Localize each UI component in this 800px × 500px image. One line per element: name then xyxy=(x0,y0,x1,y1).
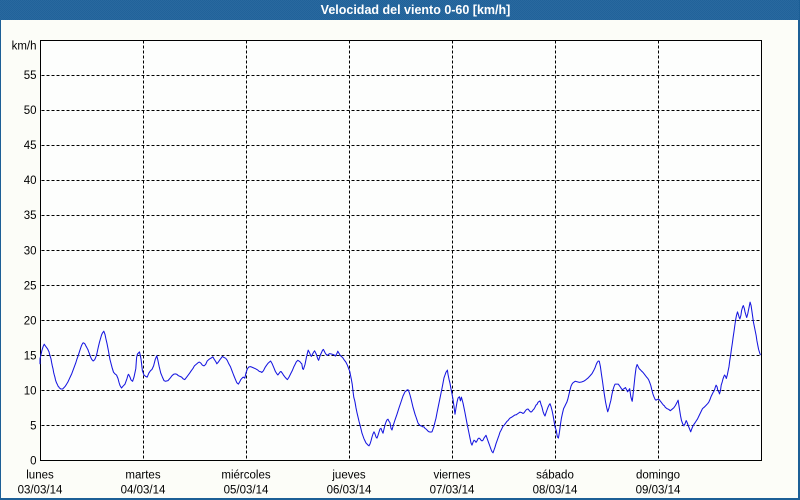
svg-text:45: 45 xyxy=(24,140,37,152)
svg-text:lunes: lunes xyxy=(26,470,54,482)
svg-text:jueves: jueves xyxy=(331,470,365,482)
svg-text:miércoles: miércoles xyxy=(221,470,270,482)
svg-text:09/03/14: 09/03/14 xyxy=(636,485,681,497)
svg-text:20: 20 xyxy=(24,315,37,327)
svg-text:15: 15 xyxy=(24,350,37,362)
svg-text:50: 50 xyxy=(24,105,37,117)
svg-text:35: 35 xyxy=(24,210,37,222)
svg-text:10: 10 xyxy=(24,385,37,397)
svg-text:03/03/14: 03/03/14 xyxy=(18,485,63,497)
svg-text:07/03/14: 07/03/14 xyxy=(430,485,475,497)
svg-text:08/03/14: 08/03/14 xyxy=(533,485,578,497)
svg-text:sábado: sábado xyxy=(536,470,574,482)
svg-text:25: 25 xyxy=(24,280,37,292)
svg-text:04/03/14: 04/03/14 xyxy=(121,485,166,497)
svg-text:martes: martes xyxy=(125,470,160,482)
svg-text:40: 40 xyxy=(24,175,37,187)
svg-text:domingo: domingo xyxy=(636,470,680,482)
svg-text:5: 5 xyxy=(30,421,36,433)
svg-text:viernes: viernes xyxy=(433,470,470,482)
svg-text:km/h: km/h xyxy=(12,41,37,53)
svg-text:30: 30 xyxy=(24,245,37,257)
svg-text:06/03/14: 06/03/14 xyxy=(327,485,372,497)
svg-text:05/03/14: 05/03/14 xyxy=(224,485,269,497)
svg-text:55: 55 xyxy=(24,70,37,82)
svg-text:0: 0 xyxy=(30,456,36,468)
